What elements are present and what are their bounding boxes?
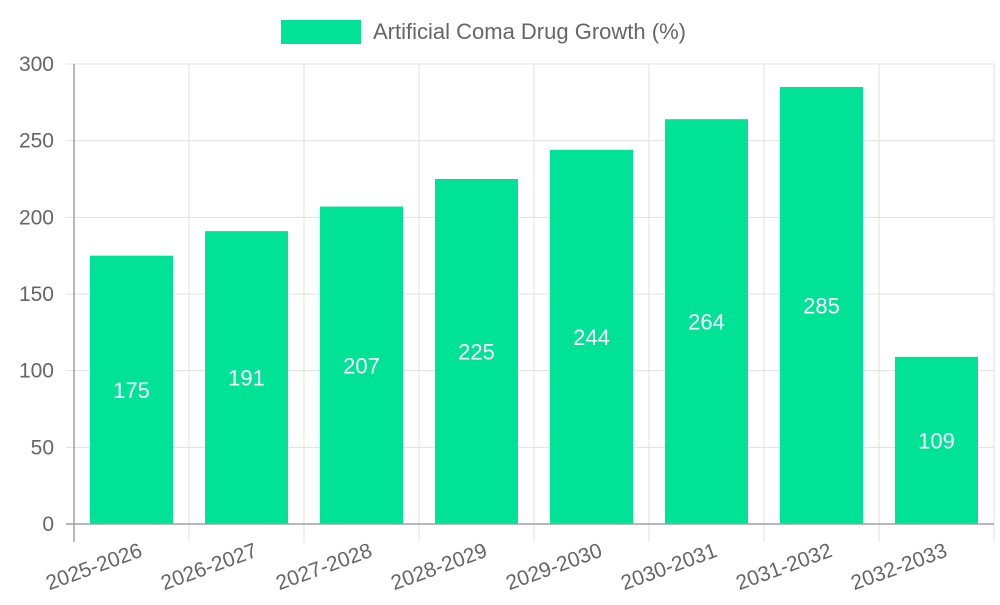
y-tick-label: 200 [19,206,54,229]
x-tick-label: 2029-2030 [503,539,605,595]
y-tick-label: 250 [19,130,54,153]
x-axis-ticks: 2025-2026 2026-2027 2027-2028 2028-2029 2029… [43,539,950,595]
bar[interactable] [90,255,173,524]
bar-value-label: 109 [918,428,955,453]
bar[interactable] [550,149,633,524]
bar-value-label: 285 [803,294,840,319]
grid-lines [66,63,995,542]
bar[interactable] [780,87,863,524]
x-tick-label: 2027-2028 [273,539,375,595]
x-tick-label: 2031-2032 [733,539,835,595]
bar-value-label: 244 [573,325,610,350]
bars: 175 191 207 225 244 264 285 109 [66,87,994,525]
bar-2028-2029[interactable]: 225 [435,179,518,524]
bar[interactable] [435,179,518,524]
bar-2031-2032[interactable]: 285 [780,87,863,524]
bar-2025-2026[interactable]: 175 [90,255,173,524]
y-tick-label: 100 [19,360,54,383]
bar-2029-2030[interactable]: 244 [550,149,633,524]
bar[interactable] [205,231,288,524]
x-tick-label: 2030-2031 [618,539,720,595]
x-tick-label: 2032-2033 [848,539,950,595]
y-tick-label: 0 [42,513,54,536]
bar-value-label: 264 [688,310,725,335]
bar[interactable] [665,119,748,524]
y-tick-label: 50 [31,436,54,459]
bar-value-label: 175 [113,378,150,403]
bar-2027-2028[interactable]: 207 [320,206,403,524]
bar-value-label: 225 [458,340,495,365]
y-tick-label: 150 [19,283,54,306]
bar-2026-2027[interactable]: 191 [205,231,288,524]
bar-value-label: 191 [228,366,265,391]
legend-label: Artificial Coma Drug Growth (%) [373,19,686,44]
x-tick-label: 2028-2029 [388,539,490,595]
x-tick-label: 2025-2026 [43,539,145,595]
legend-swatch [281,20,361,44]
legend[interactable]: Artificial Coma Drug Growth (%) [281,19,686,44]
bar-2030-2031[interactable]: 264 [665,119,748,524]
y-tick-label: 300 [19,53,54,76]
y-axis-ticks: 0 50 100 150 200 250 300 [19,53,54,536]
x-tick-label: 2026-2027 [158,539,260,595]
bar[interactable] [895,356,978,524]
bar-value-label: 207 [343,353,380,378]
bar-2032-2033[interactable]: 109 [895,356,978,524]
bar[interactable] [320,206,403,524]
